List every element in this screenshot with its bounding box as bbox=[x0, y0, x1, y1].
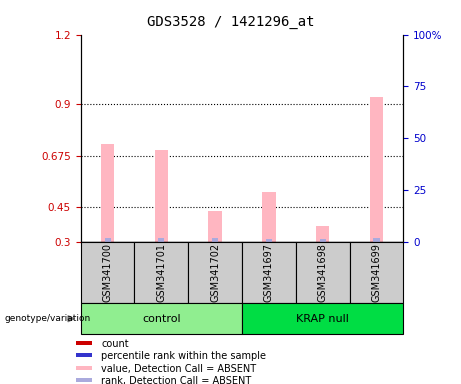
Bar bbox=[158, 238, 165, 242]
Bar bbox=[81, 242, 135, 303]
Bar bbox=[370, 97, 383, 242]
Text: KRAP null: KRAP null bbox=[296, 314, 349, 324]
Text: GDS3528 / 1421296_at: GDS3528 / 1421296_at bbox=[147, 15, 314, 29]
Bar bbox=[212, 238, 218, 242]
Bar bbox=[105, 238, 111, 242]
Text: GSM341701: GSM341701 bbox=[156, 243, 166, 302]
Bar bbox=[81, 303, 242, 334]
Bar bbox=[135, 242, 188, 303]
Bar bbox=[76, 378, 92, 382]
Bar bbox=[319, 239, 326, 242]
Text: control: control bbox=[142, 314, 181, 324]
Text: value, Detection Call = ABSENT: value, Detection Call = ABSENT bbox=[101, 364, 256, 374]
Bar bbox=[76, 353, 92, 357]
Text: GSM341702: GSM341702 bbox=[210, 243, 220, 302]
Bar bbox=[76, 366, 92, 370]
Text: GSM341698: GSM341698 bbox=[318, 243, 328, 302]
Text: count: count bbox=[101, 339, 129, 349]
Bar bbox=[262, 192, 276, 242]
Text: rank, Detection Call = ABSENT: rank, Detection Call = ABSENT bbox=[101, 376, 252, 384]
Bar bbox=[76, 341, 92, 345]
Bar bbox=[316, 226, 330, 242]
Text: GSM341697: GSM341697 bbox=[264, 243, 274, 302]
Bar bbox=[373, 238, 379, 242]
Bar bbox=[266, 239, 272, 242]
Text: genotype/variation: genotype/variation bbox=[5, 314, 91, 323]
Bar bbox=[242, 242, 296, 303]
Bar bbox=[101, 144, 114, 242]
Bar bbox=[296, 242, 349, 303]
Text: GSM341700: GSM341700 bbox=[102, 243, 112, 302]
Bar bbox=[242, 303, 403, 334]
Bar bbox=[188, 242, 242, 303]
Bar bbox=[208, 211, 222, 242]
Bar bbox=[349, 242, 403, 303]
Bar bbox=[154, 150, 168, 242]
Text: percentile rank within the sample: percentile rank within the sample bbox=[101, 351, 266, 361]
Text: GSM341699: GSM341699 bbox=[372, 243, 382, 302]
